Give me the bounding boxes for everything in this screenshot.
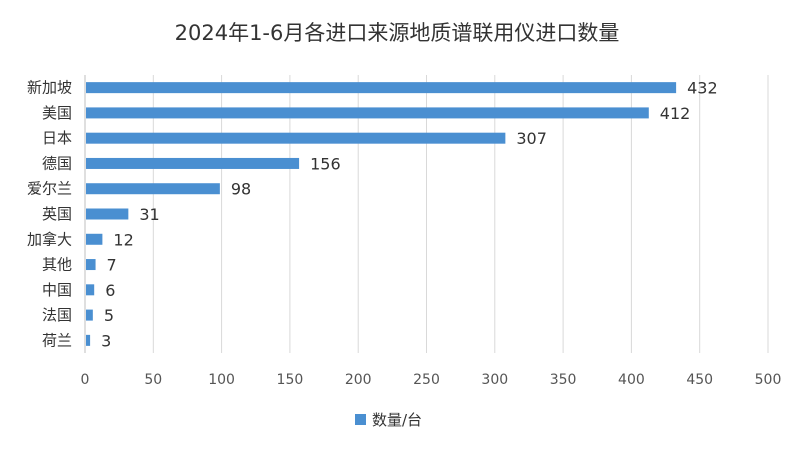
category-label: 日本	[42, 129, 72, 147]
category-label: 爱尔兰	[27, 180, 72, 198]
bar	[86, 132, 506, 144]
legend: 数量/台	[355, 411, 422, 429]
category-label: 英国	[42, 205, 72, 223]
bar	[86, 259, 96, 271]
category-label: 法国	[42, 306, 72, 324]
data-label: 307	[516, 129, 547, 148]
category-label: 荷兰	[42, 331, 72, 349]
gridlines	[84, 75, 769, 353]
data-label: 6	[105, 281, 115, 300]
x-tick-label: 450	[686, 372, 713, 388]
bar	[86, 183, 220, 195]
category-label: 中国	[42, 281, 72, 299]
bars	[86, 82, 677, 346]
data-label: 31	[139, 205, 159, 224]
bar	[86, 157, 300, 169]
x-tick-label: 500	[755, 372, 782, 388]
bar	[86, 309, 93, 321]
data-label: 12	[113, 230, 133, 249]
category-label: 加拿大	[27, 230, 72, 248]
x-tick-label: 400	[618, 372, 645, 388]
legend-swatch	[355, 414, 366, 425]
chart-title: 2024年1-6月各进口来源地质谱联用仪进口数量	[175, 21, 620, 45]
data-label: 412	[660, 104, 691, 123]
x-tick-label: 0	[81, 372, 90, 388]
data-label: 3	[101, 331, 111, 350]
data-label: 5	[104, 306, 114, 325]
bar	[86, 82, 677, 94]
x-tick-label: 300	[481, 372, 508, 388]
category-label: 新加坡	[27, 79, 72, 97]
data-label: 156	[310, 154, 341, 173]
legend-label: 数量/台	[372, 411, 422, 429]
bar	[86, 107, 649, 119]
x-tick-label: 200	[345, 372, 372, 388]
bar	[86, 334, 91, 346]
data-label: 432	[687, 79, 718, 98]
data-label: 7	[107, 256, 117, 275]
value-labels: 432 412 307 156 98 31 12 7 6 5 3	[101, 79, 718, 351]
x-tick-label: 350	[550, 372, 577, 388]
x-tick-label: 150	[277, 372, 304, 388]
data-label: 98	[231, 180, 251, 199]
category-label: 其他	[42, 256, 72, 274]
bar	[86, 208, 129, 220]
x-tick-label: 250	[413, 372, 440, 388]
x-tick-label: 50	[144, 372, 162, 388]
category-label: 美国	[42, 104, 72, 122]
x-tick-label: 100	[208, 372, 235, 388]
bar	[86, 233, 103, 245]
bar	[86, 284, 95, 296]
category-label: 德国	[42, 154, 72, 172]
x-axis-ticks: 0 50 100 150 200 250 300 350 400 450 500	[81, 372, 782, 388]
